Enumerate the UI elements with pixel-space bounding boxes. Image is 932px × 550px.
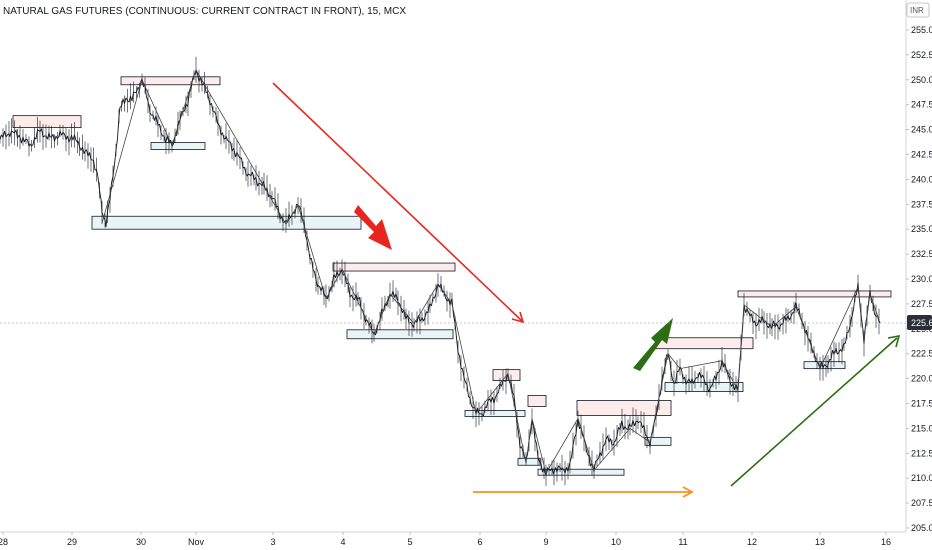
orange-arrowhead (682, 486, 694, 498)
price-tick-label: 242.5 (911, 150, 932, 160)
price-series-line (0, 69, 881, 476)
price-tick-label: 220.0 (911, 374, 932, 384)
green-trend-arrowhead (887, 334, 901, 348)
time-tick-label: 9 (543, 537, 548, 547)
supply-zone-1 (120, 76, 221, 86)
arrows-layer (272, 82, 901, 498)
time-tick-label: 28 (0, 537, 8, 547)
price-tick-label: 217.5 (911, 399, 932, 409)
price-tick-label: 245.0 (911, 125, 932, 135)
price-tick-label: 230.0 (911, 274, 932, 284)
currency-label: INR (910, 6, 924, 15)
price-tick-label: 205.0 (911, 523, 932, 533)
price-tick-label: 232.5 (911, 249, 932, 259)
currency-badge[interactable]: INR (906, 2, 930, 18)
green-block-arrow (633, 318, 673, 371)
time-tick-label: 3 (270, 537, 275, 547)
time-tick-label: 5 (407, 537, 412, 547)
time-tick-label: 10 (611, 537, 621, 547)
chart-title: NATURAL GAS FUTURES (CONTINUOUS: CURRENT… (3, 6, 406, 17)
price-tick-label: 235.0 (911, 224, 932, 234)
demand-zone-1 (91, 215, 362, 230)
demand-zone-6 (644, 436, 672, 446)
price-tick-label: 222.5 (911, 349, 932, 359)
time-tick-label: 12 (747, 537, 757, 547)
price-tick-label: 240.0 (911, 174, 932, 184)
red-block-arrow (354, 205, 392, 250)
price-tick-label: 255.0 (911, 25, 932, 35)
price-tick-label: 227.5 (911, 299, 932, 309)
price-tick-label: 207.5 (911, 498, 932, 508)
demand-zone-2 (346, 329, 454, 340)
price-tick-label: 252.5 (911, 50, 932, 60)
price-tick-label: 250.0 (911, 75, 932, 85)
supply-zone-4 (527, 395, 547, 407)
price-tick-label: 212.5 (911, 448, 932, 458)
time-tick-label: 13 (815, 537, 825, 547)
price-tick-label: 210.0 (911, 473, 932, 483)
price-axis[interactable]: 255.0 252.5 250.0 247.5 245.0 242.5 240.0 237.5… (905, 0, 932, 533)
supply-zone-7 (737, 290, 892, 298)
time-tick-label: Nov (188, 537, 205, 547)
red-trend-arrow (272, 82, 523, 322)
price-tick-label: 237.5 (911, 199, 932, 209)
time-tick-label: 16 (881, 537, 891, 547)
zones-layer (12, 76, 892, 476)
demand-zone-5 (537, 468, 625, 476)
demand-zone-0 (150, 142, 206, 150)
supply-zone-2 (332, 262, 456, 272)
time-tick-label: 30 (136, 537, 146, 547)
last-price-value: 225.6 (911, 318, 932, 328)
time-tick-label: 29 (67, 537, 77, 547)
demand-zone-3 (464, 410, 526, 417)
zigzag-line (101, 68, 881, 475)
last-price-label: 225.6 (907, 315, 932, 330)
time-tick-label: 11 (678, 537, 687, 547)
zigzag-layer (101, 68, 881, 475)
supply-zone-6 (655, 337, 754, 350)
red-trend-arrowhead (511, 311, 525, 324)
demand-zone-4 (517, 457, 541, 466)
time-tick-label: 6 (477, 537, 482, 547)
price-tick-label: 215.0 (911, 423, 932, 433)
supply-zone-5 (576, 400, 672, 416)
time-tick-label: 4 (340, 537, 345, 547)
price-tick-label: 247.5 (911, 100, 932, 110)
time-axis[interactable]: 28 29 30 Nov 3 4 5 6 9 10 11 12 13 16 (0, 531, 906, 547)
supply-zone-0 (12, 115, 82, 129)
green-trend-arrow (730, 337, 898, 487)
